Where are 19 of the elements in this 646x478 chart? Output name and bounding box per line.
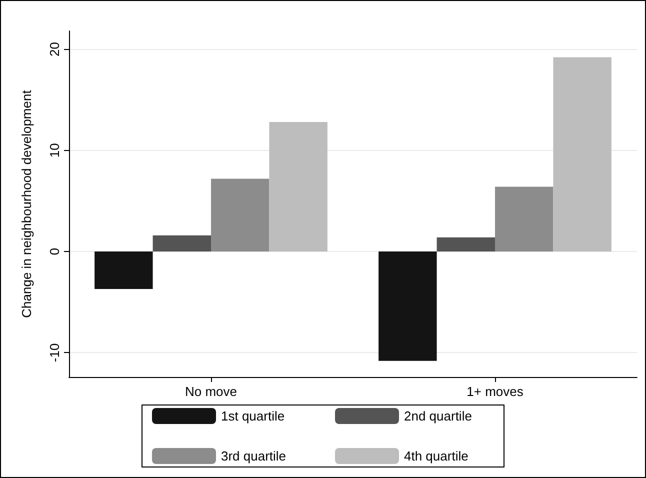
bar	[152, 235, 211, 252]
bar	[269, 122, 328, 252]
bar	[436, 237, 495, 252]
bar	[94, 252, 153, 289]
y-tick-label: 10	[47, 143, 62, 158]
bar	[553, 57, 612, 252]
y-tick-label: 0	[47, 248, 62, 256]
y-tick-label: -10	[47, 343, 62, 362]
bar	[495, 186, 554, 252]
x-tick-label: 1+ moves	[466, 384, 524, 399]
legend-label: 2nd quartile	[404, 408, 472, 424]
y-tick-label: 20	[47, 42, 62, 56]
bar	[378, 252, 437, 361]
legend-label: 3rd quartile	[221, 448, 286, 464]
legend-label: 1st quartile	[221, 408, 285, 424]
y-axis-title: Change in neighbourhood development	[19, 90, 34, 318]
x-tick-label: No move	[184, 384, 238, 399]
bar	[211, 178, 270, 252]
legend-label: 4th quartile	[404, 448, 468, 464]
